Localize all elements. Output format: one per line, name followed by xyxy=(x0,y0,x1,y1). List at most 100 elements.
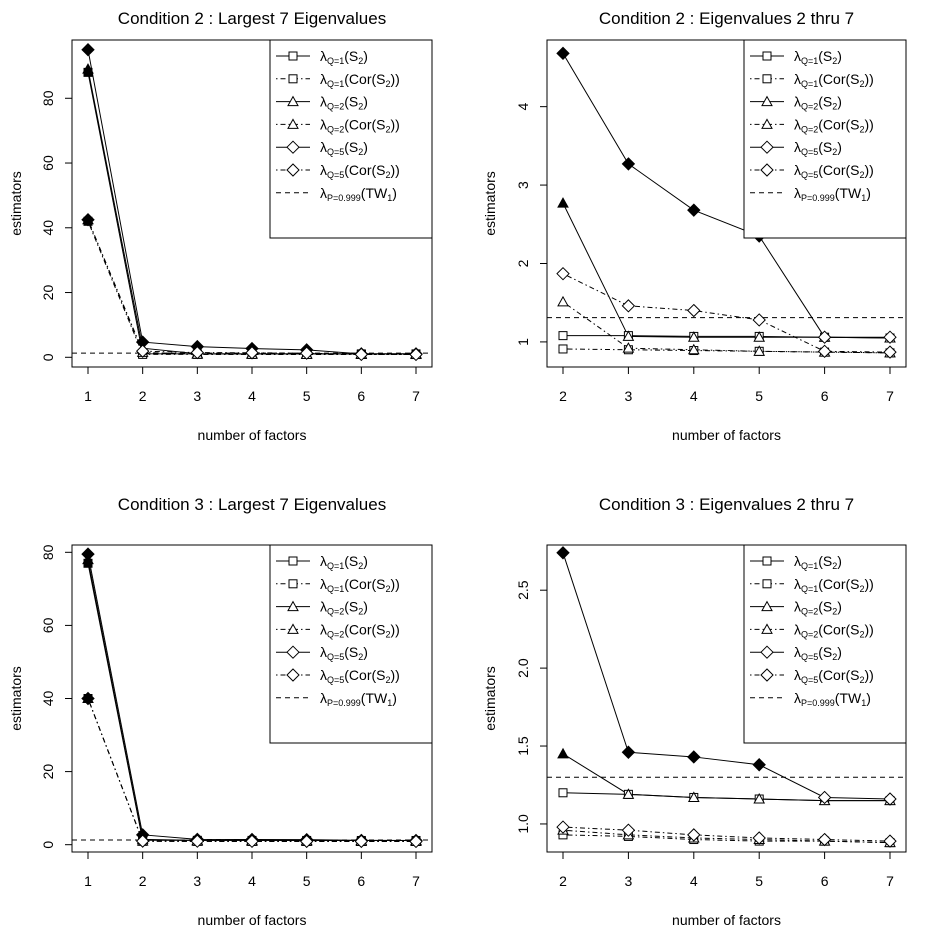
legend-entry-part: Q=5 xyxy=(327,147,344,157)
legend-marker xyxy=(287,600,299,612)
legend-entry-part: ) xyxy=(837,94,842,110)
legend-entry-part: ) xyxy=(866,185,871,201)
legend-entry-part: ) xyxy=(837,48,842,64)
chart-title: Condition 2 : Largest 7 Eigenvalues xyxy=(118,9,386,28)
legend-entry-part: λ xyxy=(794,162,801,178)
series-line-4 xyxy=(87,219,417,356)
legend-box xyxy=(743,544,907,744)
legend-entry-part: 2 xyxy=(358,147,363,157)
x-tick-label: 3 xyxy=(193,388,201,404)
legend-entry: λQ=5(Cor(S2)) xyxy=(794,162,874,180)
legend-entry-part: λ xyxy=(320,599,327,615)
legend-entry-part: )) xyxy=(865,621,874,637)
legend-entry-part: λ xyxy=(320,621,327,637)
legend-marker xyxy=(287,118,299,129)
legend-entry-part: (Cor(S xyxy=(818,116,859,132)
legend-entry-part: 2 xyxy=(386,675,391,685)
series-marker-5 xyxy=(81,547,95,561)
x-tick-label: 4 xyxy=(248,388,256,404)
legend-entry-part: Q=5 xyxy=(327,652,344,662)
y-tick-label: 3 xyxy=(515,181,531,189)
legend-entry-part: ) xyxy=(363,48,368,64)
series-marker-6 xyxy=(299,346,314,360)
legend-entry-part: ) xyxy=(363,94,368,110)
legend-entry-part: Q=5 xyxy=(801,170,818,180)
legend-entry: λQ=1(Cor(S2)) xyxy=(794,71,874,89)
legend-entry-part: )) xyxy=(391,71,400,87)
legend-marker xyxy=(288,579,298,589)
legend-entry: λQ=1(S2) xyxy=(320,48,368,66)
legend-marker xyxy=(288,556,298,566)
legend-marker xyxy=(760,668,774,682)
legend-entry-part: (TW xyxy=(361,690,388,706)
legend-entry-part: (S xyxy=(818,94,832,110)
legend-entry-part: λ xyxy=(794,116,801,132)
legend-entry-part: ) xyxy=(363,553,368,569)
legend-entry-part: λ xyxy=(794,599,801,615)
legend-entry: λQ=2(S2) xyxy=(794,94,842,112)
legend-entry-part: λ xyxy=(320,690,327,706)
legend-entry-part: λ xyxy=(320,576,327,592)
legend-marker xyxy=(760,163,774,177)
legend-entry-part: Q=1 xyxy=(801,561,818,571)
legend-entry-part: (S xyxy=(344,94,358,110)
legend-entry-part: λ xyxy=(320,185,327,201)
x-axis-label: number of factors xyxy=(672,427,781,443)
series-marker-3 xyxy=(82,63,94,74)
legend-entry-part: 2 xyxy=(386,79,391,89)
y-tick-label: 1 xyxy=(515,338,531,346)
x-tick-label: 5 xyxy=(755,388,763,404)
x-tick-label: 5 xyxy=(303,388,311,404)
legend-entry-part: λ xyxy=(794,667,801,683)
series-marker-5 xyxy=(556,546,570,560)
legend-entry: λQ=2(Cor(S2)) xyxy=(794,116,874,134)
legend-entry-part: 2 xyxy=(358,652,363,662)
y-tick-label: 60 xyxy=(40,155,56,171)
legend-entry-part: )) xyxy=(391,116,400,132)
series-marker-6 xyxy=(135,344,150,358)
series-marker-5 xyxy=(81,43,95,57)
legend-entry: λQ=2(Cor(S2)) xyxy=(320,621,400,639)
legend-entry-part: ) xyxy=(392,690,397,706)
legend-marker xyxy=(762,556,772,566)
series-marker-4 xyxy=(753,345,766,356)
series-marker-6 xyxy=(354,347,369,362)
legend-marker xyxy=(762,74,772,84)
series-marker-6 xyxy=(190,834,205,848)
x-tick-label: 6 xyxy=(357,873,365,889)
legend-marker xyxy=(760,140,774,154)
legend-entry-part: ) xyxy=(363,139,368,155)
series-marker-6 xyxy=(687,303,701,318)
legend-entry-part: )) xyxy=(391,667,400,683)
legend-entry-part: (TW xyxy=(835,185,862,201)
legend-entry-part: λ xyxy=(794,139,801,155)
series-marker-3 xyxy=(557,747,569,759)
legend-entry-part: (S xyxy=(344,139,358,155)
legend-entry: λQ=5(S2) xyxy=(794,644,842,662)
series-marker-6 xyxy=(817,832,832,847)
series-marker-6 xyxy=(752,831,766,845)
x-axis-label: number of factors xyxy=(672,912,781,928)
legend-entry-part: (Cor(S xyxy=(344,576,385,592)
legend-entry-part: (TW xyxy=(835,690,862,706)
series-marker-6 xyxy=(883,834,897,848)
legend-entry-part: Q=5 xyxy=(801,675,818,685)
legend-entry-part: Q=2 xyxy=(801,102,818,112)
x-tick-label: 1 xyxy=(84,873,92,889)
legend-entry-part: λ xyxy=(794,690,801,706)
series-marker-6 xyxy=(556,820,570,834)
legend-entry-part: (S xyxy=(818,599,832,615)
legend-entry-part: ) xyxy=(837,644,842,660)
y-tick-label: 20 xyxy=(40,285,56,301)
y-tick-label: 4 xyxy=(515,103,531,111)
x-tick-label: 2 xyxy=(139,388,147,404)
x-tick-label: 3 xyxy=(625,873,633,889)
y-tick-label: 60 xyxy=(40,617,56,633)
legend-entry-part: (S xyxy=(344,553,358,569)
series-marker-4 xyxy=(622,342,635,353)
series-marker-3 xyxy=(687,331,700,342)
x-tick-label: 5 xyxy=(755,873,763,889)
x-tick-label: 7 xyxy=(412,388,420,404)
legend-entry-part: λ xyxy=(794,185,801,201)
legend-entry: λP=0.999(TW1) xyxy=(794,690,871,708)
